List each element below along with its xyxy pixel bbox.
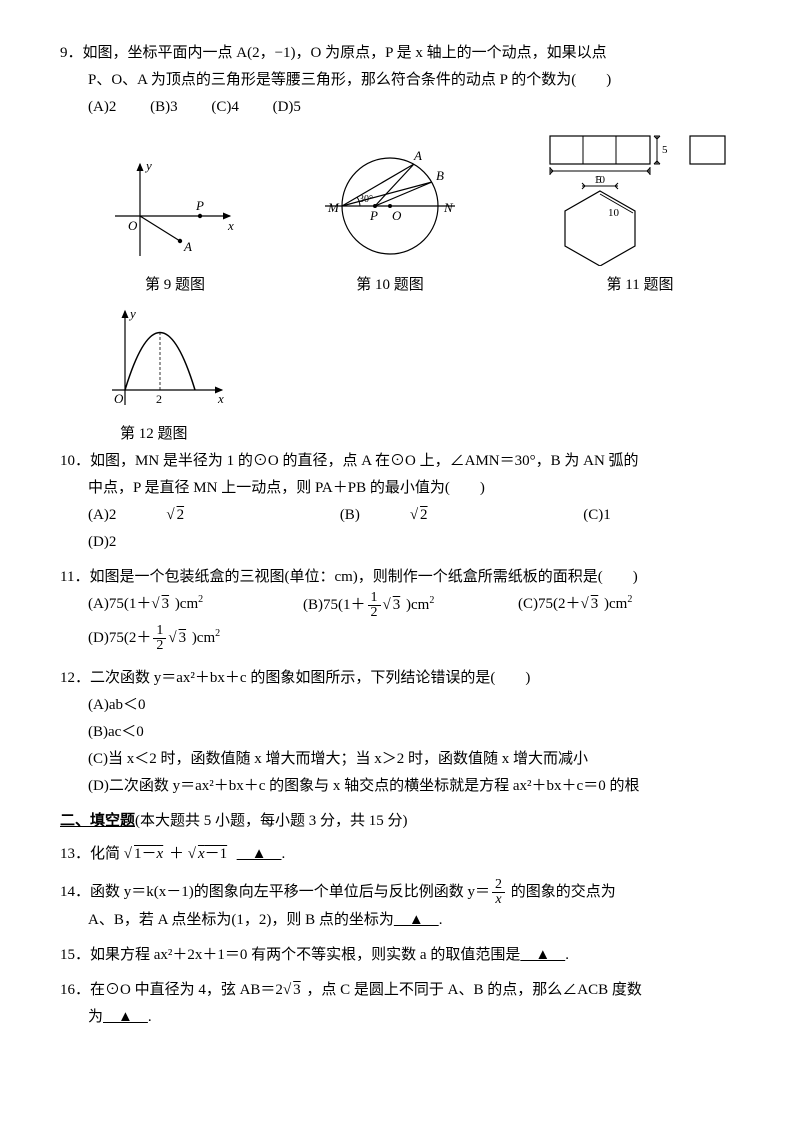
f10-B: B bbox=[436, 168, 444, 183]
q9-options: (A)2 (B)3 (C)4 (D)5 bbox=[60, 94, 740, 121]
figures-row-1: y x O P A 第 9 题图 30° M N A B bbox=[110, 131, 740, 299]
q10-number: 10． bbox=[60, 453, 90, 469]
f12-y: y bbox=[128, 306, 136, 321]
q9-opt-d: (D)5 bbox=[273, 94, 301, 121]
q11-opt-c: (C)75(2＋√3 )cm2 bbox=[518, 591, 733, 620]
q9-line1: 如图，坐标平面内一点 A(2，−1)，O 为原点，P 是 x 轴上的一个动点，如… bbox=[83, 45, 607, 61]
q12-number: 12． bbox=[60, 670, 90, 686]
q12-opt-c: (C)当 x＜2 时，函数值随 x 增大而增大；当 x＞2 时，函数值随 x 增… bbox=[60, 746, 740, 773]
q10-line1: 如图，MN 是半径为 1 的⊙O 的直径，点 A 在⊙O 上，∠AMN＝30°，… bbox=[90, 453, 639, 469]
q10-opt-c: (C)1 bbox=[583, 502, 611, 529]
q15-blank: ▲ bbox=[520, 947, 565, 963]
figure-12: y x O 2 第 12 题图 bbox=[110, 305, 740, 448]
figure-11: 5 10 5 10 第 11 题图 bbox=[540, 131, 740, 299]
q12-opt-d: (D)二次函数 y＝ax²＋bx＋c 的图象与 x 轴交点的横坐标就是方程 ax… bbox=[60, 773, 740, 800]
f9-O: O bbox=[128, 218, 138, 233]
f11-5: 5 bbox=[662, 144, 668, 156]
q12-text: 二次函数 y＝ax²＋bx＋c 的图象如图所示，下列结论错误的是( ) bbox=[90, 670, 530, 686]
q10-opt-b: (B)√2 bbox=[340, 502, 530, 529]
q13-sqrt1: √1－x bbox=[124, 846, 165, 862]
q11-opt-d: (D)75(2＋12√3 )cm2 bbox=[88, 624, 303, 653]
question-12: 12．二次函数 y＝ax²＋bx＋c 的图象如图所示，下列结论错误的是( ) (… bbox=[60, 665, 740, 800]
f9-A: A bbox=[183, 239, 192, 254]
q10-opt-a: (A)2√2 bbox=[88, 502, 286, 529]
q16-blank: ▲ bbox=[103, 1009, 148, 1025]
q10-line2: 中点，P 是直径 MN 上一动点，则 PA＋PB 的最小值为( ) bbox=[60, 475, 740, 502]
f10-O: O bbox=[392, 208, 402, 223]
f9-P: P bbox=[195, 198, 204, 213]
q9-line2: P、O、A 为顶点的三角形是等腰三角形，那么符合条件的动点 P 的个数为( ) bbox=[60, 67, 740, 94]
q13-mid: ＋ bbox=[169, 846, 184, 862]
question-11: 11．如图是一个包装纸盒的三视图(单位：cm)，则制作一个纸盒所需纸板的面积是(… bbox=[60, 564, 740, 657]
figure-9-caption: 第 9 题图 bbox=[110, 272, 240, 299]
q15-number: 15． bbox=[60, 947, 90, 963]
q12-opt-b: (B)ac＜0 bbox=[60, 719, 740, 746]
q13-blank: ▲ bbox=[237, 846, 282, 862]
q11-opt-a: (A)75(1＋√3 )cm2 bbox=[88, 591, 303, 620]
question-15: 15．如果方程 ax²＋2x＋1＝0 有两个不等实根，则实数 a 的取值范围是 … bbox=[60, 942, 740, 969]
f10-N: N bbox=[443, 200, 454, 215]
f10-P: P bbox=[369, 208, 378, 223]
q10-opt-d: (D)2 bbox=[88, 529, 116, 556]
figure-9: y x O P A 第 9 题图 bbox=[110, 156, 240, 299]
q11-number: 11． bbox=[60, 569, 89, 585]
question-14: 14．函数 y＝k(x－1)的图象向左平移一个单位后与反比例函数 y＝2x 的图… bbox=[60, 878, 740, 934]
q16-l2: 为 ▲ . bbox=[60, 1004, 740, 1031]
q13-number: 13． bbox=[60, 846, 90, 862]
q14-number: 14． bbox=[60, 884, 90, 900]
q13-sqrt2: √x－1 bbox=[188, 846, 229, 862]
q14-l2: A、B，若 A 点坐标为(1，2)，则 B 点的坐标为 ▲ . bbox=[60, 907, 740, 934]
figure-11-svg: 5 10 5 10 bbox=[540, 131, 740, 266]
q11-options: (A)75(1＋√3 )cm2 (B)75(1＋12√3 )cm2 (C)75(… bbox=[60, 591, 740, 657]
q10-options: (A)2√2 (B)√2 (C)1 (D)2 bbox=[60, 502, 740, 556]
figure-9-svg: y x O P A bbox=[110, 156, 240, 266]
q16-l1-pre: 在⊙O 中直径为 4，弦 AB＝2 bbox=[90, 982, 283, 998]
q13-pre: 化简 bbox=[90, 846, 120, 862]
figure-12-caption: 第 12 题图 bbox=[120, 421, 740, 448]
f9-x: x bbox=[227, 218, 234, 233]
q16-l1-post: ，点 C 是圆上不同于 A、B 的点，那么∠ACB 度数 bbox=[303, 982, 642, 998]
q14-l1-pre: 函数 y＝k(x－1)的图象向左平移一个单位后与反比例函数 y＝ bbox=[90, 884, 490, 900]
q11-text: 如图是一个包装纸盒的三视图(单位：cm)，则制作一个纸盒所需纸板的面积是( ) bbox=[89, 569, 637, 585]
section-2-title: 二、填空题(本大题共 5 小题，每小题 3 分，共 15 分) bbox=[60, 808, 740, 835]
figure-10-svg: 30° M N A B P O bbox=[310, 146, 470, 266]
figure-12-svg: y x O 2 bbox=[110, 305, 230, 415]
f12-2: 2 bbox=[156, 392, 162, 406]
f12-x: x bbox=[217, 391, 224, 406]
q14-frac: 2x bbox=[492, 878, 505, 907]
q14-l1-post: 的图象的交点为 bbox=[507, 884, 616, 900]
q16-number: 16． bbox=[60, 982, 90, 998]
q9-number: 9． bbox=[60, 45, 83, 61]
q9-opt-a: (A)2 bbox=[88, 94, 116, 121]
question-16: 16．在⊙O 中直径为 4，弦 AB＝2√3 ，点 C 是圆上不同于 A、B 的… bbox=[60, 977, 740, 1031]
f9-y: y bbox=[144, 158, 152, 173]
question-10: 10．如图，MN 是半径为 1 的⊙O 的直径，点 A 在⊙O 上，∠AMN＝3… bbox=[60, 448, 740, 556]
f11-5b: 5 bbox=[596, 174, 602, 186]
f10-M: M bbox=[327, 200, 340, 215]
q15-text: 如果方程 ax²＋2x＋1＝0 有两个不等实根，则实数 a 的取值范围是 bbox=[90, 947, 520, 963]
q12-opt-a: (A)ab＜0 bbox=[60, 692, 740, 719]
f11-10b: 10 bbox=[608, 207, 620, 219]
q9-opt-b: (B)3 bbox=[150, 94, 178, 121]
f12-O: O bbox=[114, 391, 124, 406]
q16-sqrt: √3 bbox=[283, 982, 303, 998]
q9-opt-c: (C)4 bbox=[211, 94, 239, 121]
q11-opt-b: (B)75(1＋12√3 )cm2 bbox=[303, 591, 518, 620]
question-13: 13．化简 √1－x ＋ √x－1 ▲ . bbox=[60, 841, 740, 868]
q14-blank: ▲ bbox=[394, 912, 439, 928]
figure-10: 30° M N A B P O 第 10 题图 bbox=[310, 146, 470, 299]
question-9: 9．如图，坐标平面内一点 A(2，−1)，O 为原点，P 是 x 轴上的一个动点… bbox=[60, 40, 740, 121]
f10-A: A bbox=[413, 148, 422, 163]
figure-11-caption: 第 11 题图 bbox=[540, 272, 740, 299]
f10-angle: 30° bbox=[359, 194, 373, 205]
figure-10-caption: 第 10 题图 bbox=[310, 272, 470, 299]
